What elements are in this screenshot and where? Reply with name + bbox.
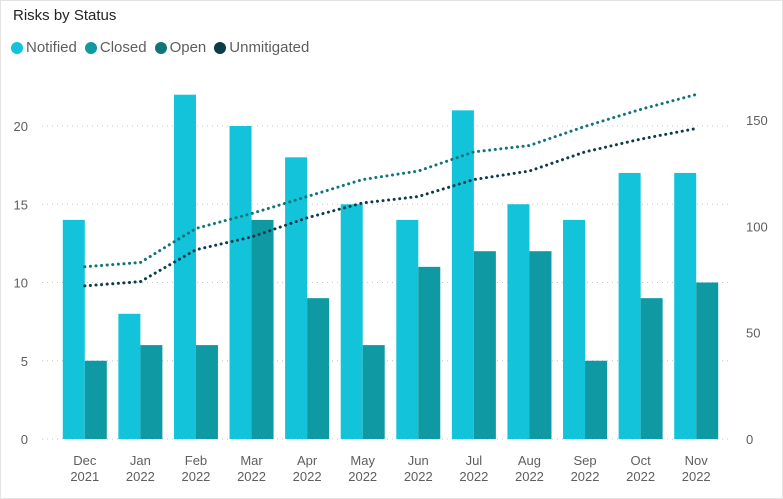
x-tick-month: Jul [466,453,483,468]
chart-legend: Notified Closed Open Unmitigated [11,39,317,56]
bar-notified [618,172,641,439]
legend-item[interactable]: Closed [84,39,147,56]
y-left-tick-label: 0 [21,432,28,447]
legend-marker [154,41,167,54]
bar-closed [529,251,552,439]
legend-label: Notified [26,39,77,56]
x-tick-label: May 2022 [348,453,377,484]
legend-marker [214,41,227,54]
legend-label: Unmitigated [229,39,310,56]
y-left-tick-label: 5 [21,354,28,369]
y-left-tick-label: 20 [14,119,28,134]
bar-notified [674,172,697,439]
legend-marker [11,41,23,54]
x-tick-label: Nov 2022 [682,453,711,484]
bar-closed [251,219,274,439]
x-tick-month: Oct [631,453,652,468]
bar-closed [473,251,496,439]
bar-notified [173,94,196,439]
bar-notified [507,204,530,439]
x-tick-year: 2022 [181,469,210,484]
x-tick-month: Nov [685,453,709,468]
x-tick-month: Mar [240,453,263,468]
bar-closed [418,266,441,439]
x-tick-year: 2022 [571,469,600,484]
y-left-tick-label: 15 [14,197,28,212]
legend-label: Closed [99,39,147,56]
bar-notified [118,313,141,439]
legend-item[interactable]: Unmitigated [214,39,309,56]
y-left-tick-label: 10 [14,276,28,291]
bar-notified [396,219,419,439]
x-tick-label: Jan 2022 [126,453,155,484]
y-right-tick-label: 100 [746,219,768,234]
x-tick-year: 2022 [682,469,711,484]
bar-notified [62,219,85,439]
bar-closed [696,282,719,439]
bar-notified [451,110,474,439]
x-tick-month: Aug [518,453,541,468]
x-tick-year: 2022 [515,469,544,484]
bar-closed [140,345,163,439]
chart-title: Risks by Status [13,7,117,24]
x-tick-month: Dec [73,453,97,468]
x-tick-year: 2022 [459,469,488,484]
x-tick-year: 2022 [126,469,155,484]
y-right-tick-label: 0 [746,432,753,447]
x-tick-label: Sep 2022 [571,453,600,484]
bar-closed [307,298,330,439]
bar-notified [340,204,363,439]
x-tick-year: 2022 [293,469,322,484]
x-tick-month: May [350,453,375,468]
x-tick-label: Jul 2022 [459,453,488,484]
x-tick-label: Apr 2022 [293,453,322,484]
x-tick-year: 2022 [348,469,377,484]
bar-notified [563,219,586,439]
x-tick-month: Sep [573,453,596,468]
line-unmitigated [83,127,698,288]
x-tick-year: 2022 [626,469,655,484]
x-tick-label: Mar 2022 [237,453,266,484]
legend-label: Open [169,39,207,56]
x-tick-label: Aug 2022 [515,453,544,484]
y-right-tick-label: 150 [746,113,768,128]
legend-item[interactable]: Notified [11,39,77,56]
bar-notified [229,126,252,439]
y-right-tick-label: 50 [746,326,760,341]
bar-notified [285,157,308,440]
x-tick-label: Oct 2022 [626,453,655,484]
x-tick-label: Feb 2022 [181,453,210,484]
x-tick-label: Dec 2021 [70,453,99,484]
bar-closed [640,298,663,439]
legend-item[interactable]: Open [154,39,207,56]
x-tick-year: 2021 [70,469,99,484]
bar-closed [84,360,107,439]
x-tick-month: Jun [408,453,429,468]
x-tick-year: 2022 [404,469,433,484]
bar-closed [362,345,385,439]
bar-closed [585,360,608,439]
x-tick-month: Apr [297,453,318,468]
x-tick-month: Jan [130,453,151,468]
bar-closed [195,345,218,439]
x-tick-label: Jun 2022 [404,453,433,484]
legend-marker [84,41,97,54]
x-tick-year: 2022 [237,469,266,484]
x-tick-month: Feb [185,453,207,468]
